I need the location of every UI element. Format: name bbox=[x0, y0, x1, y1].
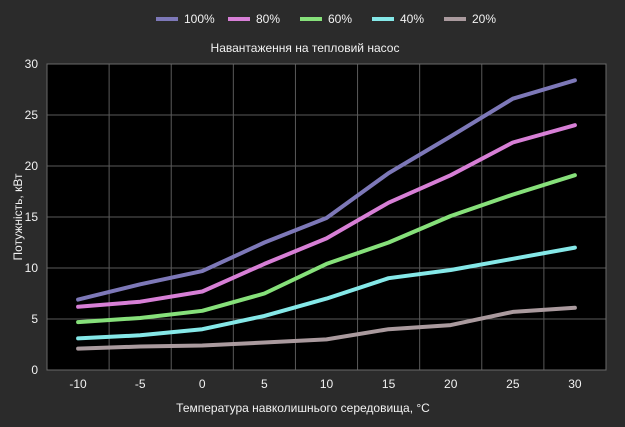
legend-item: 60% bbox=[300, 12, 352, 26]
legend-item: 20% bbox=[444, 12, 496, 26]
legend-label: 40% bbox=[400, 12, 424, 26]
series-line bbox=[76, 245, 577, 341]
legend-label: 20% bbox=[472, 12, 496, 26]
y-axis-label: Потужність, кВт bbox=[11, 173, 25, 260]
x-tick-label: 10 bbox=[320, 377, 334, 391]
plot-border bbox=[46, 63, 607, 371]
series-line bbox=[76, 78, 577, 302]
x-tick-label: 20 bbox=[444, 377, 458, 391]
y-tick-label: 5 bbox=[31, 312, 38, 326]
series-line bbox=[76, 123, 577, 309]
y-tick-label: 10 bbox=[25, 261, 39, 275]
series-line bbox=[76, 305, 577, 351]
y-tick-label: 30 bbox=[25, 57, 39, 71]
x-tick-label: 25 bbox=[506, 377, 520, 391]
legend-label: 60% bbox=[328, 12, 352, 26]
legend-item: 80% bbox=[228, 12, 280, 26]
series-lines bbox=[76, 78, 577, 351]
legend-label: 80% bbox=[256, 12, 280, 26]
legend: 100% 80% 60% 40% 20% bbox=[156, 12, 496, 26]
x-tick-label: -5 bbox=[135, 377, 146, 391]
y-tick-label: 20 bbox=[25, 159, 39, 173]
x-tick-label: 0 bbox=[199, 377, 206, 391]
x-axis-label: Температура навколишнього середовища, °C bbox=[176, 401, 430, 415]
legend-item: 40% bbox=[372, 12, 424, 26]
y-tick-labels: 0 5 10 15 20 25 30 bbox=[25, 57, 39, 377]
x-tick-label: 30 bbox=[568, 377, 582, 391]
series-line bbox=[76, 173, 577, 325]
y-tick-label: 25 bbox=[25, 108, 39, 122]
legend-item: 100% bbox=[156, 12, 215, 26]
legend-label: 100% bbox=[184, 12, 215, 26]
y-tick-label: 0 bbox=[31, 363, 38, 377]
x-tick-label: 5 bbox=[261, 377, 268, 391]
x-tick-label: -10 bbox=[69, 377, 87, 391]
x-tick-labels: -10 -5 0 5 10 15 20 25 30 bbox=[69, 377, 582, 391]
y-tick-label: 15 bbox=[25, 210, 39, 224]
x-tick-label: 15 bbox=[382, 377, 396, 391]
chart-title: Навантаження на тепловий насос bbox=[211, 41, 400, 55]
